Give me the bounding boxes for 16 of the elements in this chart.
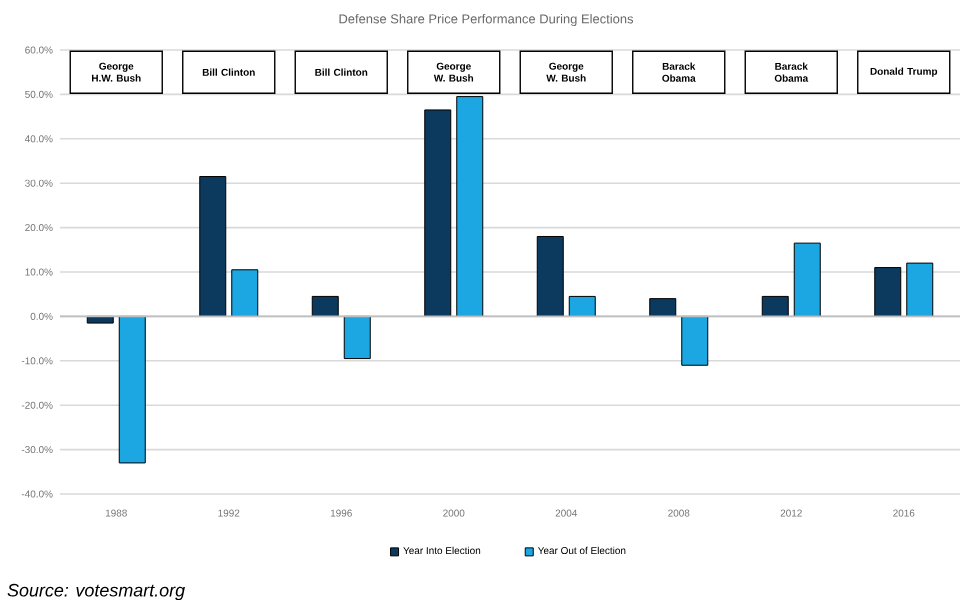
- bar: [231, 269, 259, 317]
- bar: [874, 267, 902, 317]
- bar: [761, 295, 789, 317]
- bar: [199, 176, 227, 317]
- bar: [343, 315, 371, 360]
- bar: [536, 235, 564, 317]
- bar: [649, 298, 677, 317]
- bar: [86, 315, 114, 324]
- bar: [311, 295, 339, 317]
- bar: [568, 295, 596, 317]
- bar: [118, 315, 146, 464]
- bar: [906, 262, 934, 317]
- bar: [424, 109, 452, 317]
- bar: [793, 242, 821, 317]
- source-note: Source: votesmart.org: [7, 583, 185, 601]
- bar: [681, 315, 709, 366]
